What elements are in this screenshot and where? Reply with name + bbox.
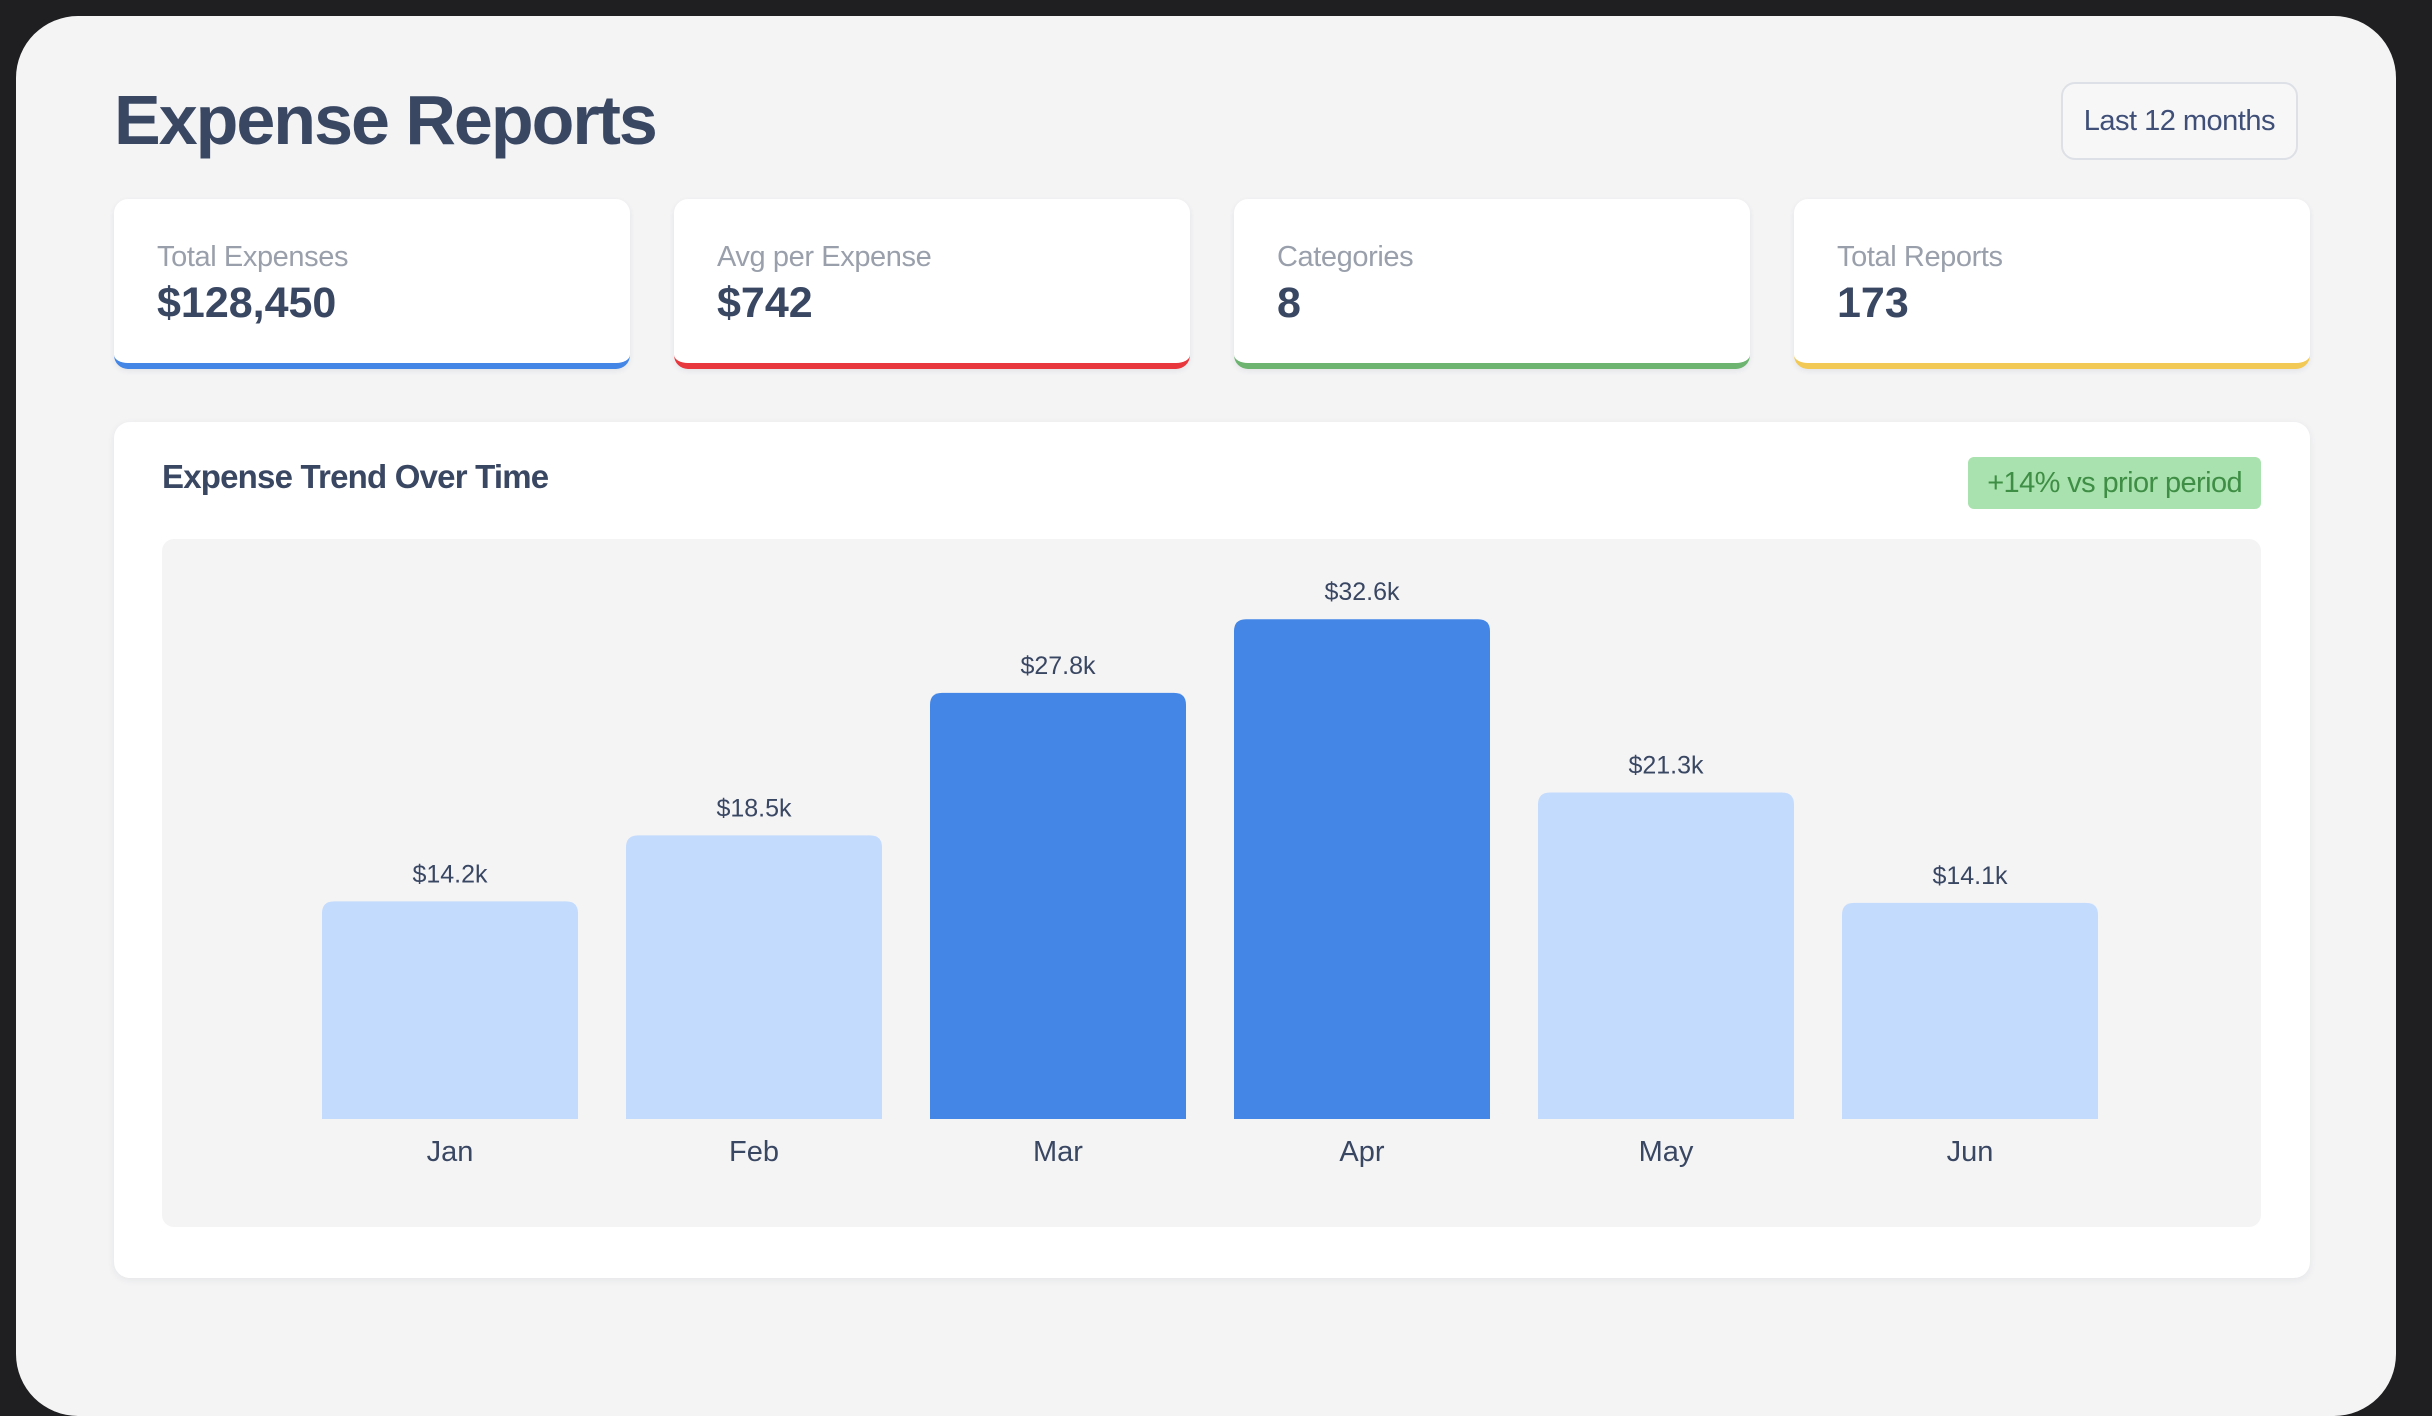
date-range-button[interactable]: Last 12 months [2060, 82, 2298, 160]
bar-chart: $14.2k Jan $18.5k Feb $27.8k Mar $32.6k Apr $21.… [162, 539, 2261, 1227]
change-badge: +14% vs prior period [1968, 457, 2261, 509]
stat-label: Avg per Expense [717, 241, 932, 273]
stat-card-total-expenses: Total Expenses $128,450 [114, 199, 630, 369]
x-tick-label: Feb [729, 1136, 779, 1168]
bar-feb[interactable] [626, 835, 882, 1119]
bar-value-label: $32.6k [1324, 578, 1400, 606]
x-tick-label: Jun [1947, 1136, 1994, 1168]
x-tick-label: Apr [1339, 1136, 1384, 1168]
stat-value: 8 [1277, 279, 1301, 327]
bar-value-label: $27.8k [1020, 652, 1096, 680]
stat-label: Total Reports [1837, 241, 2003, 273]
stat-label: Total Expenses [157, 241, 349, 273]
page-title: Expense Reports [114, 81, 658, 159]
bar-jan[interactable] [322, 901, 578, 1119]
x-tick-label: May [1639, 1136, 1694, 1168]
x-tick-label: Jan [427, 1136, 474, 1168]
stat-card-avg-per-expense: Avg per Expense $742 [674, 199, 1190, 369]
panel-title: Expense Trend Over Time [162, 458, 549, 495]
bar-value-label: $18.5k [716, 794, 792, 822]
expense-trend-panel: Expense Trend Over Time +14% vs prior pe… [114, 422, 2310, 1278]
stat-value: $742 [717, 279, 813, 327]
bar-jun[interactable] [1842, 902, 2098, 1119]
bar-chart-svg: $14.2k Jan $18.5k Feb $27.8k Mar $32.6k Apr $21.… [322, 578, 2098, 1168]
bar-value-label: $21.3k [1628, 751, 1704, 779]
bar-apr[interactable] [1234, 619, 1490, 1119]
x-tick-label: Mar [1033, 1136, 1083, 1168]
stat-card-categories: Categories 8 [1234, 199, 1750, 369]
stat-value: $128,450 [157, 279, 337, 327]
app-screen: Expense Reports Last 12 months Total Exp… [16, 16, 2396, 1416]
stat-card-total-reports: Total Reports 173 [1794, 199, 2310, 369]
bar-may[interactable] [1538, 792, 1794, 1119]
stats-row: Total Expenses $128,450 Avg per Expense … [114, 199, 2310, 385]
page-header: Expense Reports Last 12 months [114, 66, 2298, 176]
bar-value-label: $14.1k [1932, 862, 2008, 890]
stat-value: 173 [1837, 279, 1909, 327]
bar-value-label: $14.2k [412, 860, 488, 888]
bar-mar[interactable] [930, 692, 1186, 1119]
stat-label: Categories [1277, 241, 1414, 273]
